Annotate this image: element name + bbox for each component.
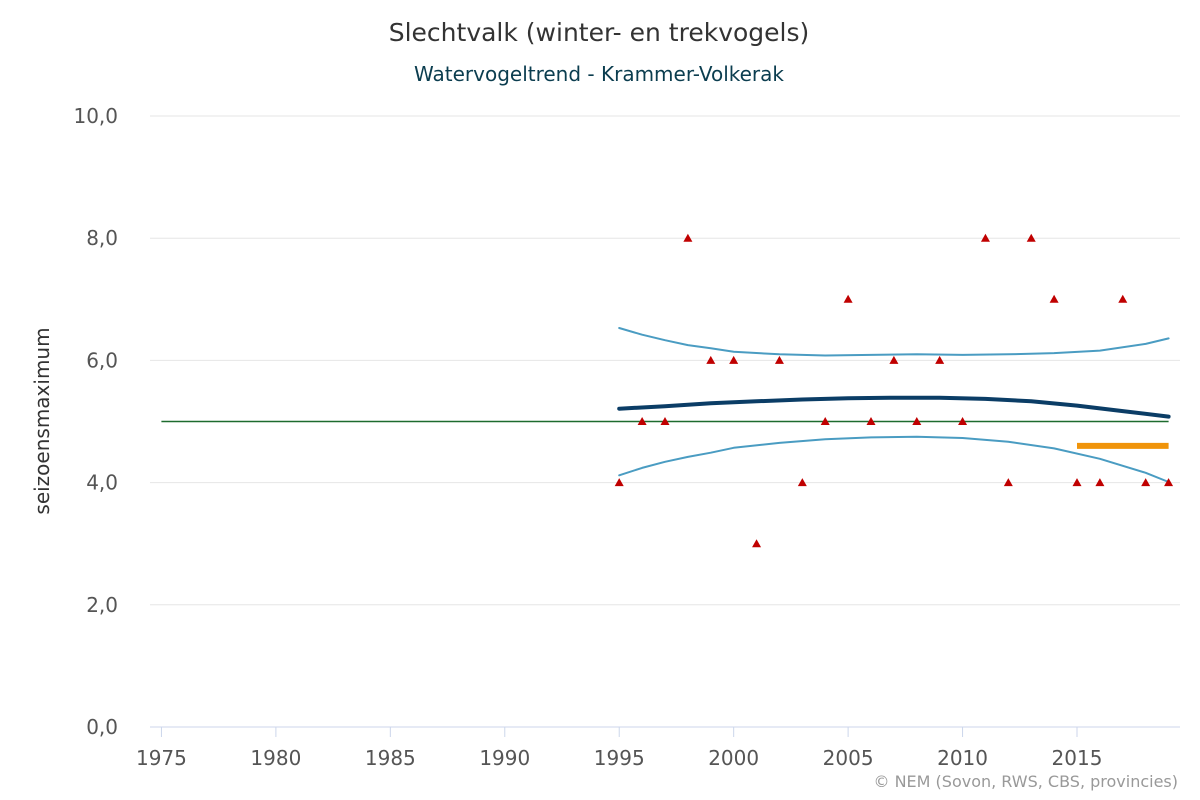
x-axis: 1975 1980 1985 1990 1995 2000 2005 2010 2015: [136, 726, 1180, 770]
y-axis-ticks: 0,0 2,0 4,0 6,0 8,0 10,0: [73, 104, 118, 739]
count-marker: [1118, 294, 1128, 303]
ci-upper-line: [618, 327, 1170, 357]
count-marker: [912, 417, 922, 425]
count-marker: [980, 233, 990, 242]
y-axis-label: seizoensmaximum: [30, 327, 54, 514]
count-marker: [660, 417, 670, 425]
count-marker: [1072, 478, 1082, 487]
count-marker: [774, 355, 784, 364]
ci-lower-line: [618, 435, 1170, 483]
chart-title: Slechtvalk (winter- en trekvogels): [389, 18, 810, 47]
x-tick-label: 2015: [1052, 746, 1103, 770]
y-tick-label: 0,0: [86, 715, 118, 739]
count-marker: [614, 478, 624, 487]
y-tick-label: 8,0: [86, 226, 118, 250]
count-marker: [1003, 478, 1013, 487]
x-tick-label: 2000: [708, 746, 759, 770]
count-marker: [1095, 478, 1105, 487]
x-tick-label: 2010: [937, 746, 988, 770]
chart-subtitle: Watervogeltrend - Krammer-Volkerak: [414, 62, 784, 86]
trend-line: [617, 395, 1171, 419]
x-tick-label: 1980: [250, 746, 301, 770]
count-marker: [935, 355, 945, 364]
count-marker: [706, 355, 716, 364]
y-tick-label: 2,0: [86, 593, 118, 617]
count-marker: [820, 417, 830, 425]
x-tick-label: 2005: [823, 746, 874, 770]
x-tick-label: 1975: [136, 746, 187, 770]
credits: © NEM (Sovon, RWS, CBS, provincies): [873, 772, 1178, 791]
count-marker: [889, 355, 899, 364]
x-tick-label: 1985: [365, 746, 416, 770]
count-marker: [797, 478, 807, 487]
y-tick-label: 10,0: [73, 104, 118, 128]
count-marker: [729, 355, 739, 364]
x-tick-label: 1990: [479, 746, 530, 770]
count-marker: [958, 417, 968, 425]
count-marker: [1141, 478, 1151, 487]
count-marker: [1164, 478, 1174, 487]
count-marker: [1026, 233, 1036, 242]
x-tick-label: 1995: [594, 746, 645, 770]
count-marker: [1049, 294, 1059, 303]
count-marker: [637, 417, 647, 425]
series-lines: [161, 327, 1171, 483]
count-marker: [843, 294, 853, 303]
y-tick-label: 4,0: [86, 471, 118, 495]
y-tick-label: 6,0: [86, 348, 118, 372]
count-marker: [752, 539, 762, 548]
grid-lines: [150, 115, 1180, 606]
count-marker: [866, 417, 876, 425]
count-markers: [614, 233, 1174, 548]
count-marker: [683, 233, 693, 242]
